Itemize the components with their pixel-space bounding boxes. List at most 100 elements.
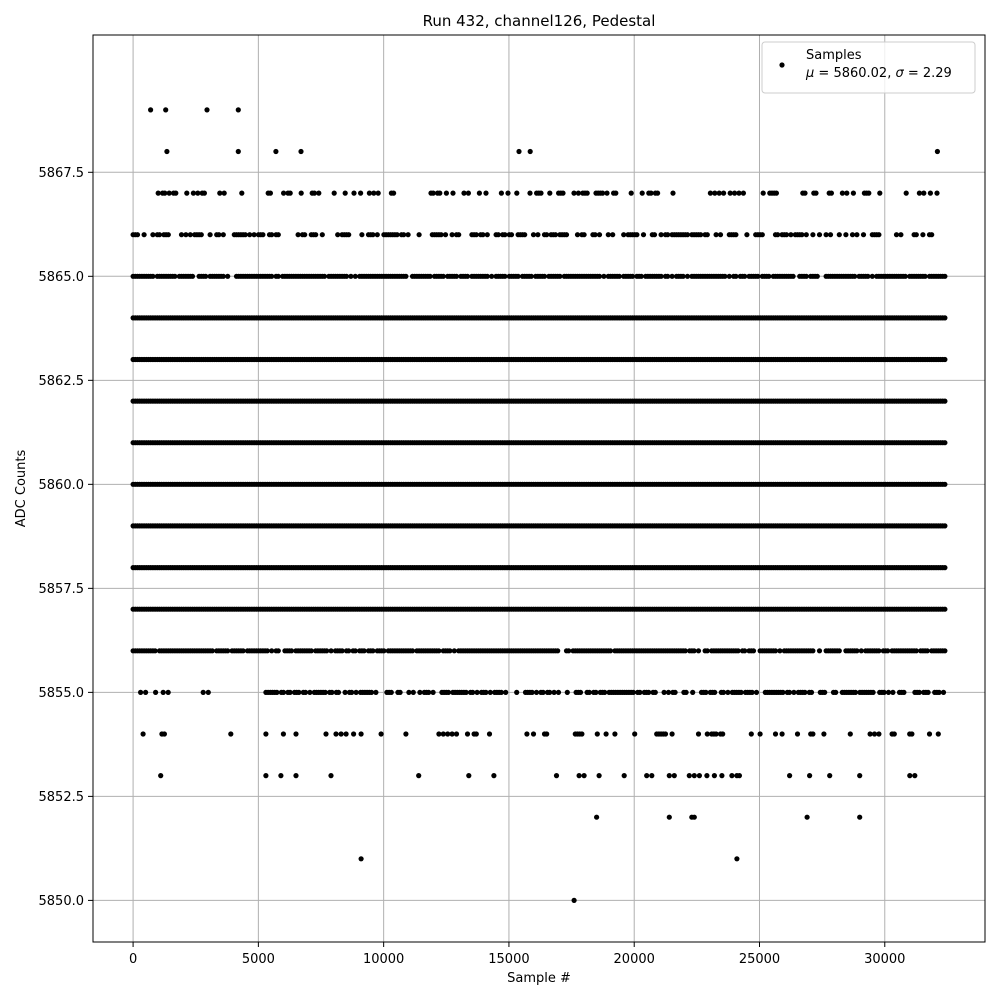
data-point [844,190,850,196]
legend: Samples μ = 5860.02, σ = 2.29 [761,41,976,94]
data-point [574,232,581,238]
data-point [869,273,875,279]
data-point [235,107,241,113]
data-point [275,648,281,654]
data-point [225,273,231,279]
data-point [788,232,794,238]
data-point [164,148,170,155]
data-point [749,689,755,696]
data-point [684,273,691,279]
data-point [729,773,735,779]
data-point [183,232,189,238]
data-point [463,689,469,696]
data-point [655,190,661,196]
data-point [353,689,359,696]
data-point [440,731,446,737]
legend-box [761,41,976,94]
data-point [540,689,546,696]
data-point [648,190,654,196]
data-point [901,689,907,696]
chart-title: Run 432, channel126, Pedestal [423,12,656,30]
data-point [828,190,835,196]
data-point [451,648,457,654]
data-point [530,232,537,238]
data-point [165,689,171,696]
data-point [394,232,400,238]
data-point [750,648,757,654]
data-point [484,232,490,238]
data-point [443,190,449,196]
data-point [346,648,352,654]
data-point [498,190,504,196]
data-point [280,689,287,696]
data-point [483,689,489,696]
data-point [916,689,922,696]
data-point [378,731,384,737]
data-point [744,232,750,238]
legend-mu-value: = 5860.02, [814,66,895,81]
legend-sigma-value: = 2.29 [904,66,952,81]
data-point [547,689,553,696]
data-point [736,190,742,196]
data-point [775,232,781,238]
data-point [152,648,158,654]
data-point [514,190,520,196]
data-point [220,232,226,238]
data-point [691,773,697,779]
data-point [287,190,293,196]
data-point [603,731,609,737]
data-point [576,773,582,779]
data-point [442,232,449,238]
data-point [735,648,741,654]
data-point [621,773,627,779]
data-point [375,190,381,196]
data-point [430,689,436,696]
data-point [804,814,810,820]
data-point [359,232,365,238]
data-point [489,273,495,279]
data-point [748,731,754,737]
y-tick-label: 5865.0 [39,270,85,285]
y-tick-label: 5860.0 [39,478,85,493]
y-tick-label: 5862.5 [39,374,85,389]
data-point [865,273,871,279]
data-point [672,689,678,696]
data-point [610,232,616,238]
data-point [410,689,416,696]
data-point [783,232,790,238]
data-point [295,232,301,238]
data-point [691,648,697,654]
data-point [727,190,733,196]
data-point [703,689,709,696]
data-point [629,273,636,279]
data-point [150,232,156,238]
data-point [195,190,201,196]
data-point [331,190,337,196]
data-point [264,648,270,654]
data-point [716,190,722,196]
data-point [349,689,355,696]
data-point [280,731,286,737]
data-point [867,731,873,737]
data-point [560,190,566,196]
data-point [854,232,860,238]
data-point [942,565,948,571]
legend-stats-label: μ = 5860.02, σ = 2.29 [805,66,952,81]
data-point [388,689,394,696]
data-point [409,648,416,654]
data-point [661,689,667,696]
data-point [302,689,309,696]
data-point [637,689,643,696]
data-point [757,731,763,737]
data-point [524,731,530,737]
data-point [335,232,341,238]
data-point [530,731,537,737]
data-point [942,523,948,529]
data-point [721,190,727,196]
data-point [456,232,462,238]
data-point [373,689,379,696]
data-point [228,731,234,737]
data-point [833,689,839,696]
y-axis-label: ADC Counts [14,450,29,528]
data-point [438,232,444,238]
